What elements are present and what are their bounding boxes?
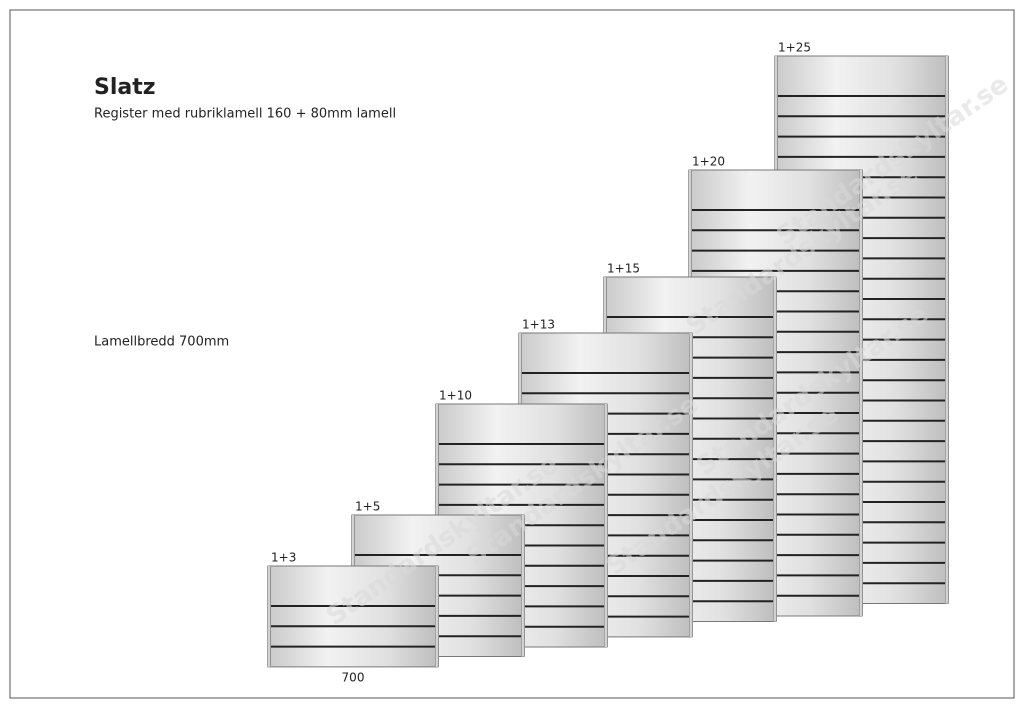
panel-label: 1+13 bbox=[522, 318, 555, 332]
post bbox=[773, 277, 777, 622]
panel-label: 1+3 bbox=[271, 551, 296, 565]
post bbox=[859, 170, 863, 616]
panel-label: 1+15 bbox=[607, 262, 640, 276]
panel-label: 1+25 bbox=[778, 41, 811, 55]
post bbox=[945, 56, 949, 604]
post bbox=[689, 333, 693, 637]
subtitle: Register med rubriklamell 160 + 80mm lam… bbox=[94, 107, 396, 122]
panel-label: 1+5 bbox=[355, 500, 380, 514]
width-label: 700 bbox=[342, 671, 365, 685]
post bbox=[521, 515, 525, 657]
panel-label: 1+10 bbox=[439, 389, 472, 403]
post bbox=[435, 566, 439, 667]
panel-label: 1+20 bbox=[692, 155, 725, 169]
panel-body bbox=[267, 565, 439, 668]
post bbox=[604, 404, 608, 647]
panels: 1+25 1+20 1+15 1+13 1+10 1+5 1+3 bbox=[267, 41, 949, 668]
post bbox=[267, 566, 271, 667]
panel: 1+3 bbox=[267, 551, 439, 668]
note: Lamellbredd 700mm bbox=[94, 335, 229, 350]
title: Slatz bbox=[94, 75, 156, 100]
